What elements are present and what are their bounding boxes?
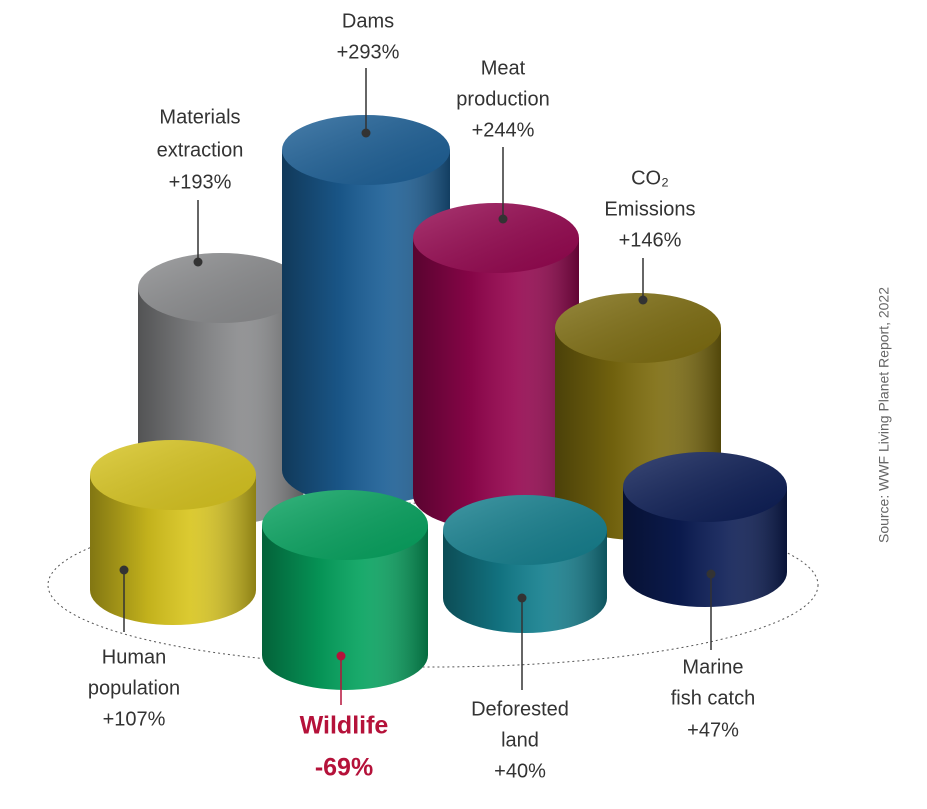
cylinder-top-shade [90, 440, 256, 510]
labels: Materials extraction +193% Dams +293% Meat pro… [88, 10, 755, 782]
item-label: Human [102, 646, 166, 668]
item-label: land [501, 729, 539, 751]
leader-dot [336, 651, 346, 661]
cylinder-top-shade [282, 115, 450, 185]
item-label: fish catch [671, 687, 755, 709]
item-value: -69% [315, 754, 373, 782]
cylinder-top-shade [623, 452, 787, 522]
item-label: Marine [682, 656, 743, 678]
item-label: Wildlife [300, 712, 389, 740]
leader-dot [119, 565, 129, 575]
source: Source: WWF Living Planet Report, 2022 [876, 287, 892, 543]
cylinder-top-shade [555, 293, 721, 363]
leader-dot [706, 569, 716, 579]
item-label: Meat [481, 57, 526, 79]
item-label: population [88, 677, 180, 699]
item-label: Emissions [604, 198, 695, 220]
item-value: +146% [619, 229, 682, 251]
leader-dot [498, 214, 508, 224]
leader-dot [361, 128, 371, 138]
cylinder-shade [282, 150, 450, 505]
item-value: +293% [337, 41, 400, 63]
item-label: production [456, 88, 549, 110]
item-label: Dams [342, 10, 394, 32]
base-ellipse [47, 502, 819, 668]
cylinders [90, 115, 787, 690]
leader-dot [193, 257, 203, 267]
cylinder-top-shade [262, 490, 428, 560]
cylinder-top-shade [138, 253, 304, 323]
cylinder-top-shade [443, 495, 607, 565]
leader-dot [638, 295, 648, 305]
item-value: +193% [169, 171, 232, 193]
item-value: +244% [472, 119, 535, 141]
leader-dot [517, 593, 527, 603]
cylinder-shade [90, 475, 256, 625]
cylinder-top-shade [413, 203, 579, 273]
cylinder-shade [262, 525, 428, 690]
item-value: +40% [494, 760, 546, 782]
item-label: Materials [159, 106, 240, 128]
item-value: +107% [103, 708, 166, 730]
item-value: +47% [687, 719, 739, 741]
item-label: Deforested [471, 698, 569, 720]
cylinder-shade [413, 238, 579, 530]
item-label: extraction [157, 139, 244, 161]
item-label: CO₂ [631, 167, 669, 189]
